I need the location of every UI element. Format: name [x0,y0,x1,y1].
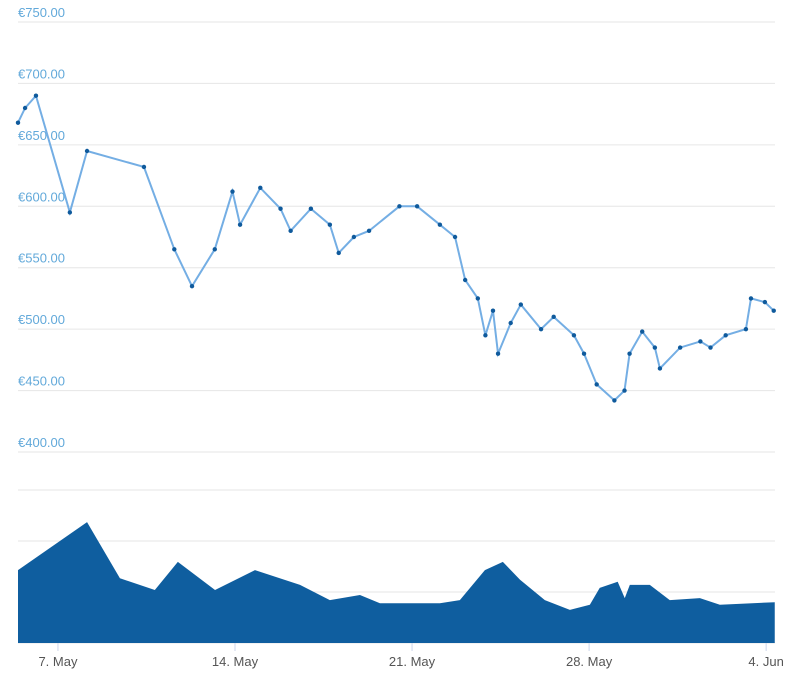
price-marker [437,222,443,227]
price-marker [627,351,632,356]
price-marker [33,93,39,98]
price-marker [22,105,28,111]
price-marker [551,314,556,320]
price-marker [258,185,263,191]
price-marker [483,333,488,338]
x-tick-label: 21. May [389,654,436,669]
y-tick-label: €750.00 [18,5,65,20]
price-marker [723,333,728,338]
y-tick-label: €400.00 [18,435,65,450]
y-tick-label: €450.00 [18,374,65,389]
price-marker [571,333,577,338]
price-marker [581,351,587,356]
price-marker [351,234,357,240]
price-marker [397,204,402,209]
price-marker [677,345,683,350]
price-marker [288,228,293,234]
y-tick-label: €550.00 [18,251,65,266]
y-tick-label: €650.00 [18,128,65,143]
x-tick-label: 28. May [566,654,613,669]
price-marker [475,296,481,301]
price-marker [327,222,333,227]
price-marker [67,210,73,215]
price-marker [657,366,663,371]
price-marker [414,204,420,209]
price-marker [518,302,524,307]
price-marker [15,120,21,125]
y-tick-label: €700.00 [18,66,65,81]
price-marker [278,206,283,211]
x-tick-label: 14. May [212,654,259,669]
price-marker [490,308,496,313]
price-marker [762,299,768,305]
price-marker [495,351,501,356]
price-marker [141,164,147,170]
price-marker [771,308,776,313]
price-marker [462,277,468,283]
price-marker [508,320,513,326]
volume-area [18,522,775,643]
price-marker [622,388,627,393]
price-marker [366,228,372,234]
price-marker [652,345,658,350]
price-marker [212,247,217,252]
price-marker [172,247,177,252]
price-marker [538,326,544,332]
price-marker [230,189,235,194]
price-marker [189,283,195,289]
price-marker [237,222,243,227]
y-tick-label: €500.00 [18,312,65,327]
x-tick-label: 4. Jun [748,654,783,669]
price-marker [708,345,713,350]
price-marker [640,329,645,334]
price-marker [748,296,754,301]
price-marker [612,398,617,403]
price-marker [308,206,314,211]
price-marker [594,382,599,387]
y-tick-label: €600.00 [18,189,65,204]
price-line [17,93,775,402]
x-tick-label: 7. May [38,654,78,669]
price-marker [336,250,341,256]
price-marker [452,234,458,240]
price-marker [84,148,90,154]
price-marker [698,339,703,344]
price-marker [743,326,749,332]
